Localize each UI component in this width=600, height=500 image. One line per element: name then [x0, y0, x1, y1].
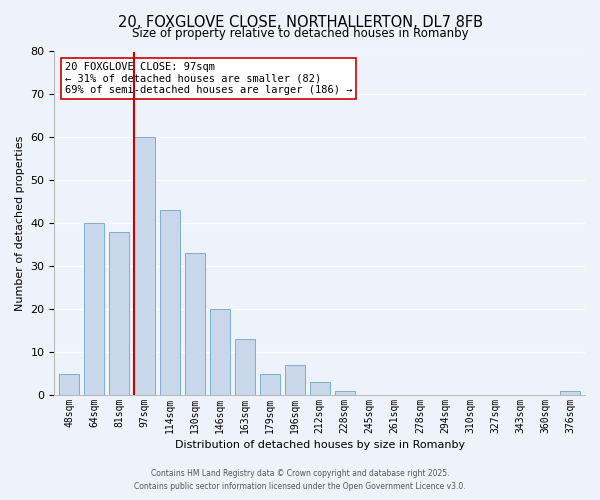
Bar — [235, 339, 254, 395]
Bar — [284, 365, 305, 395]
Bar — [109, 232, 130, 395]
Bar — [85, 224, 104, 395]
Bar — [134, 138, 155, 395]
Bar — [335, 390, 355, 395]
Bar — [185, 254, 205, 395]
X-axis label: Distribution of detached houses by size in Romanby: Distribution of detached houses by size … — [175, 440, 465, 450]
Bar — [59, 374, 79, 395]
Text: 20, FOXGLOVE CLOSE, NORTHALLERTON, DL7 8FB: 20, FOXGLOVE CLOSE, NORTHALLERTON, DL7 8… — [118, 15, 482, 30]
Y-axis label: Number of detached properties: Number of detached properties — [15, 136, 25, 311]
Bar — [160, 210, 179, 395]
Bar — [209, 309, 230, 395]
Bar — [260, 374, 280, 395]
Text: Size of property relative to detached houses in Romanby: Size of property relative to detached ho… — [131, 28, 469, 40]
Text: 20 FOXGLOVE CLOSE: 97sqm
← 31% of detached houses are smaller (82)
69% of semi-d: 20 FOXGLOVE CLOSE: 97sqm ← 31% of detach… — [65, 62, 353, 95]
Bar — [560, 390, 580, 395]
Bar — [310, 382, 330, 395]
Text: Contains HM Land Registry data © Crown copyright and database right 2025.
Contai: Contains HM Land Registry data © Crown c… — [134, 469, 466, 491]
